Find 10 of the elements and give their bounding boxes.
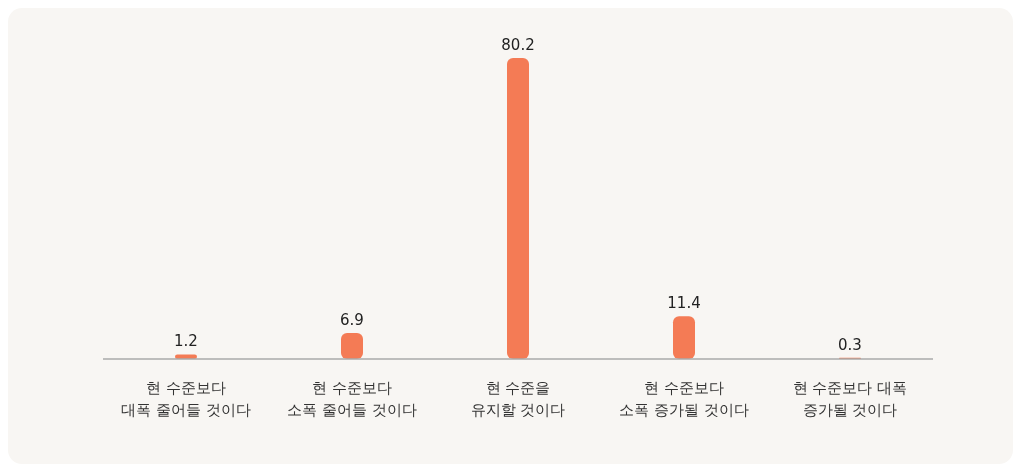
- data-label: 6.9: [340, 311, 364, 330]
- data-label: 11.4: [667, 294, 701, 313]
- x-tick-label: 현 수준을 유지할 것이다: [470, 379, 566, 419]
- x-tick-label: 현 수준보다 대폭 줄어들 것이다: [121, 379, 251, 419]
- x-tick-label: 현 수준보다 대폭 증가될 것이다: [792, 379, 908, 419]
- x-tick-label: 현 수준보다 소폭 줄어들 것이다: [287, 379, 417, 419]
- data-label: 0.3: [838, 335, 862, 354]
- data-label: 80.2: [501, 36, 535, 54]
- data-label: 1.2: [174, 332, 198, 351]
- x-tick-label: 현 수준보다 소폭 증가될 것이다: [619, 379, 749, 419]
